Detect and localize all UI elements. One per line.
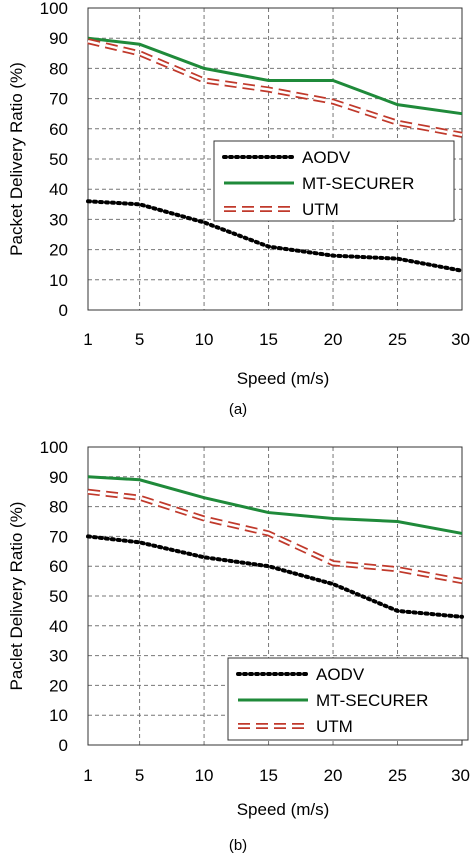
y-tick-label: 90 (49, 29, 68, 48)
series-line (87, 36, 463, 116)
x-tick-label: 5 (135, 330, 144, 349)
y-tick-label: 90 (49, 468, 68, 487)
y-tick-label: 60 (49, 120, 68, 139)
series-mt-securer (87, 475, 463, 535)
series-line-inner (87, 490, 463, 583)
y-tick-label: 100 (40, 0, 68, 18)
x-axis-label: Speed (m/s) (237, 369, 330, 388)
y-tick-label: 50 (49, 587, 68, 606)
x-tick-label: 1 (83, 766, 92, 785)
series-line (86, 199, 464, 273)
y-tick-label: 70 (49, 527, 68, 546)
x-tick-label: 30 (451, 330, 470, 349)
x-axis-label: Speed (m/s) (237, 800, 330, 819)
x-tick-label: 5 (135, 766, 144, 785)
y-tick-label: 40 (49, 617, 68, 636)
legend-label: AODV (302, 148, 351, 167)
x-tick-label: 1 (83, 330, 92, 349)
series-line (86, 534, 464, 619)
series-line-inner (87, 40, 463, 137)
series-utm (87, 38, 463, 138)
y-tick-label: 100 (40, 438, 68, 457)
y-tick-label: 70 (49, 90, 68, 109)
x-tick-label: 15 (259, 766, 278, 785)
series-aodv (86, 534, 464, 619)
y-tick-label: 20 (49, 676, 68, 695)
y-tick-label: 30 (49, 210, 68, 229)
legend-label: UTM (316, 717, 353, 736)
y-tick-label: 10 (49, 271, 68, 290)
plot-area-frame (87, 446, 463, 746)
x-tick-label: 20 (324, 330, 343, 349)
legend-label: AODV (316, 665, 365, 684)
x-tick-label: 10 (195, 766, 214, 785)
y-tick-label: 0 (59, 736, 68, 755)
legend: AODV MT-SECURER UTM (227, 657, 469, 741)
legend-label: MT-SECURER (302, 174, 414, 193)
legend: AODV MT-SECURER UTM (213, 140, 455, 222)
x-tick-label: 25 (388, 766, 407, 785)
series-utm (87, 488, 463, 585)
series-line (87, 475, 463, 535)
y-tick-label: 60 (49, 557, 68, 576)
y-tick-label: 0 (59, 301, 68, 320)
series-aodv (86, 199, 464, 273)
y-axis-label: Paclet Delivery Ratio (%) (7, 502, 26, 691)
series-mt-securer (87, 36, 463, 116)
panel-label: (b) (229, 837, 247, 854)
y-tick-label: 80 (49, 498, 68, 517)
y-tick-label: 50 (49, 150, 68, 169)
plot-area-frame (87, 7, 463, 311)
y-tick-label: 10 (49, 706, 68, 725)
x-tick-label: 10 (195, 330, 214, 349)
y-tick-label: 30 (49, 647, 68, 666)
x-tick-label: 25 (388, 330, 407, 349)
y-tick-label: 20 (49, 241, 68, 260)
y-axis-label: Packet Delivery Ratio (%) (7, 62, 26, 256)
x-tick-label: 15 (259, 330, 278, 349)
legend-label: UTM (302, 200, 339, 219)
legend-label: MT-SECURER (316, 691, 428, 710)
panel-label: (a) (229, 401, 247, 418)
y-tick-label: 80 (49, 59, 68, 78)
x-tick-label: 30 (451, 766, 470, 785)
x-tick-label: 20 (324, 766, 343, 785)
y-tick-label: 40 (49, 180, 68, 199)
